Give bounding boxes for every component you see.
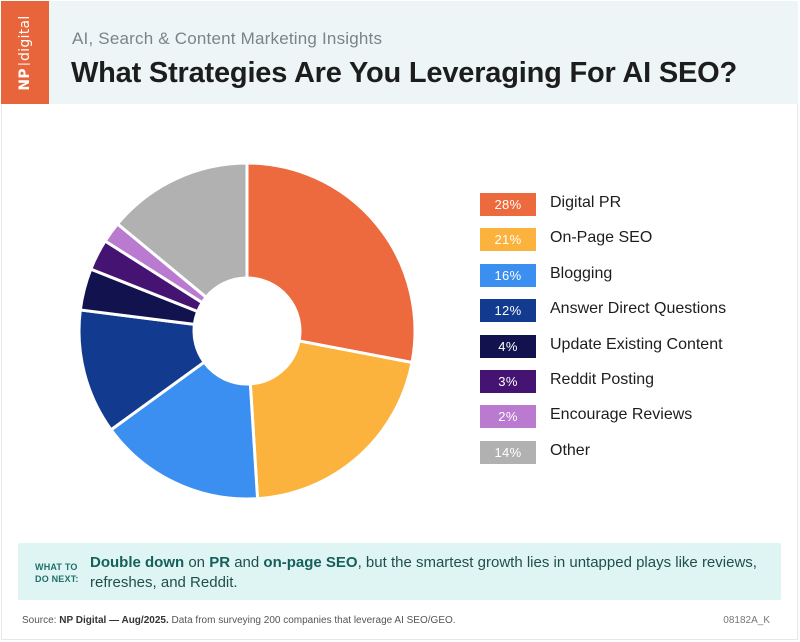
legend-item-other: 14% Other bbox=[480, 440, 780, 466]
legend-value-badge: 3% bbox=[480, 370, 536, 393]
donut-slice-on-page-seo bbox=[248, 339, 414, 501]
legend-item-encourage-reviews: 2% Encourage Reviews bbox=[480, 404, 780, 430]
legend-item-update-existing-content: 4% Update Existing Content bbox=[480, 334, 780, 360]
page-title: What Strategies Are You Leveraging For A… bbox=[71, 57, 737, 89]
legend-label: Blogging bbox=[550, 264, 613, 282]
callout-tag: WHAT TO DO NEXT: bbox=[35, 562, 79, 584]
legend-label: Reddit Posting bbox=[550, 371, 655, 388]
donut-slice-blogging bbox=[109, 360, 260, 501]
legend-value-badge: 16% bbox=[480, 263, 536, 287]
legend-item-on-page-seo: 21% On-Page SEO bbox=[480, 227, 780, 253]
callout-box: WHAT TO DO NEXT: Double down on PR and on… bbox=[18, 543, 781, 600]
legend-item-digital-pr: 28% Digital PR bbox=[480, 192, 780, 218]
callout-text: Double down on PR and on-page SEO, but t… bbox=[90, 554, 757, 591]
legend-value-badge: 2% bbox=[480, 405, 536, 429]
donut-slice-answer-direct-questions bbox=[77, 308, 206, 432]
legend-item-blogging: 16% Blogging bbox=[480, 263, 780, 289]
legend-value-badge: 21% bbox=[480, 228, 536, 252]
legend-label: Other bbox=[550, 441, 591, 459]
legend-label: On-Page SEO bbox=[550, 229, 653, 247]
legend-label: Update Existing Content bbox=[550, 335, 723, 353]
legend-value-badge: 12% bbox=[480, 299, 536, 323]
brand-logo: NPdigital bbox=[1, 1, 49, 104]
source-note: Source: NP Digital — Aug/2025. Data from… bbox=[22, 615, 456, 626]
figure-code: 08182A_K bbox=[723, 615, 770, 626]
kicker-text: AI, Search & Content Marketing Insights bbox=[72, 29, 383, 48]
legend-item-answer-direct-questions: 12% Answer Direct Questions bbox=[480, 298, 780, 324]
legend-label: Digital PR bbox=[550, 194, 622, 211]
legend-value-badge: 14% bbox=[480, 440, 536, 464]
donut-slice-digital-pr bbox=[245, 161, 417, 364]
legend-label: Answer Direct Questions bbox=[550, 300, 727, 318]
header: AI, Search & Content Marketing Insights … bbox=[1, 1, 798, 104]
legend-label: Encourage Reviews bbox=[550, 406, 693, 424]
legend-item-reddit-posting: 3% Reddit Posting bbox=[480, 369, 780, 395]
legend-value-badge: 28% bbox=[480, 193, 536, 216]
donut-slice-other bbox=[116, 161, 249, 299]
legend-value-badge: 4% bbox=[480, 334, 536, 358]
